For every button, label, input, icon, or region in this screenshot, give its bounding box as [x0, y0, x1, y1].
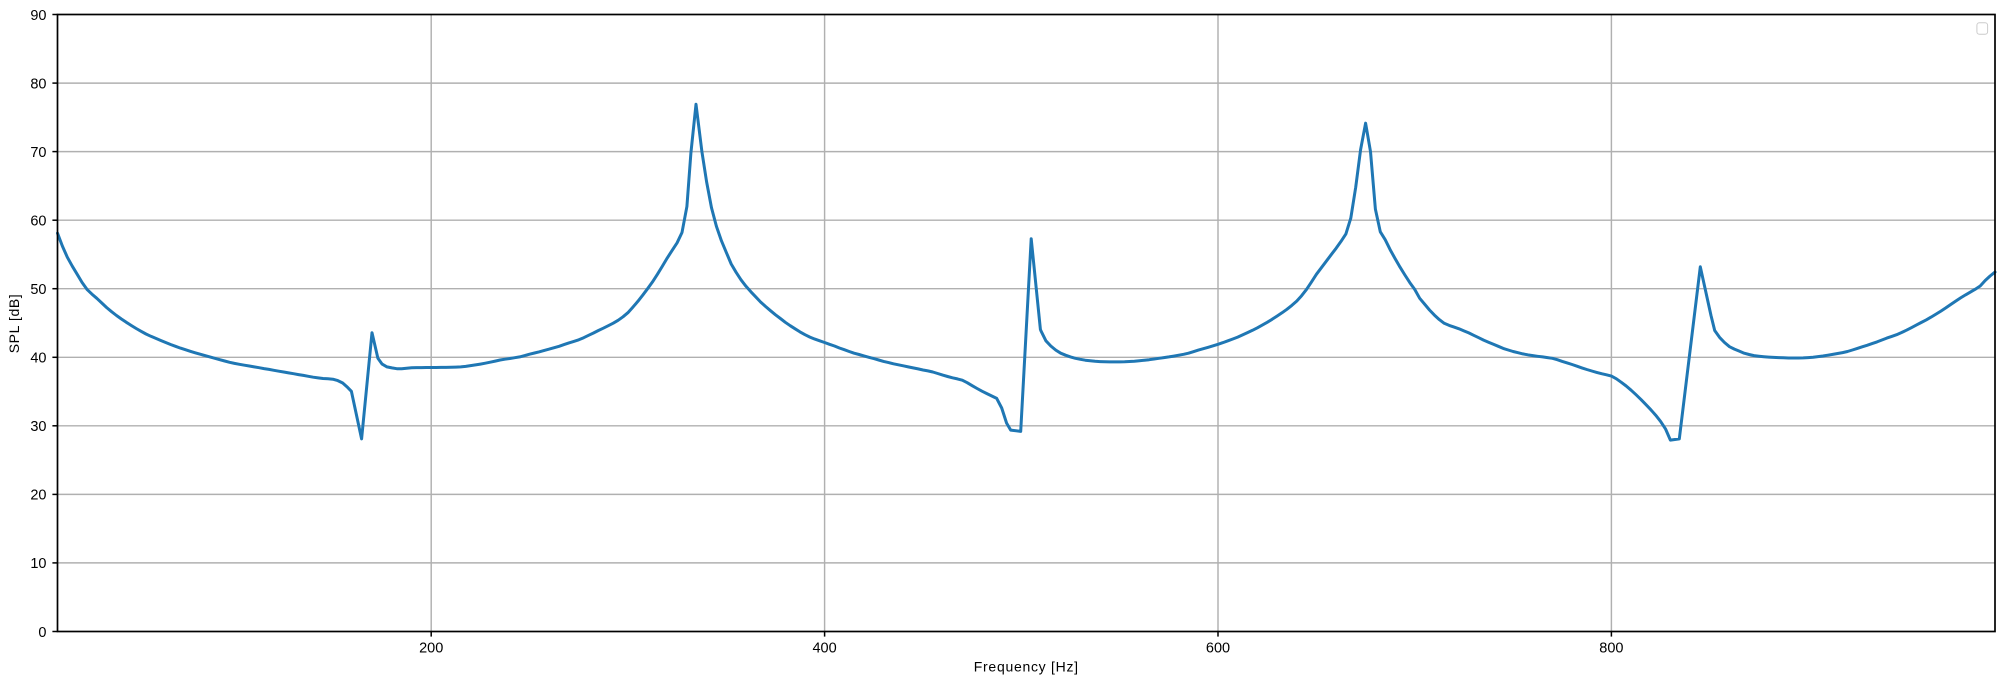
svg-text:0: 0: [38, 625, 46, 641]
svg-text:200: 200: [419, 640, 443, 656]
svg-text:30: 30: [30, 419, 46, 435]
svg-text:400: 400: [812, 640, 836, 656]
svg-text:20: 20: [30, 488, 46, 504]
svg-text:Frequency [Hz]: Frequency [Hz]: [974, 659, 1079, 675]
svg-text:90: 90: [30, 8, 46, 24]
svg-text:50: 50: [30, 282, 46, 298]
svg-text:800: 800: [1599, 640, 1623, 656]
svg-text:60: 60: [30, 214, 46, 230]
svg-text:70: 70: [30, 145, 46, 161]
svg-text:40: 40: [30, 351, 46, 367]
svg-text:600: 600: [1206, 640, 1230, 656]
svg-text:SPL [dB]: SPL [dB]: [6, 294, 22, 354]
svg-text:80: 80: [30, 76, 46, 92]
svg-text:10: 10: [30, 556, 46, 572]
